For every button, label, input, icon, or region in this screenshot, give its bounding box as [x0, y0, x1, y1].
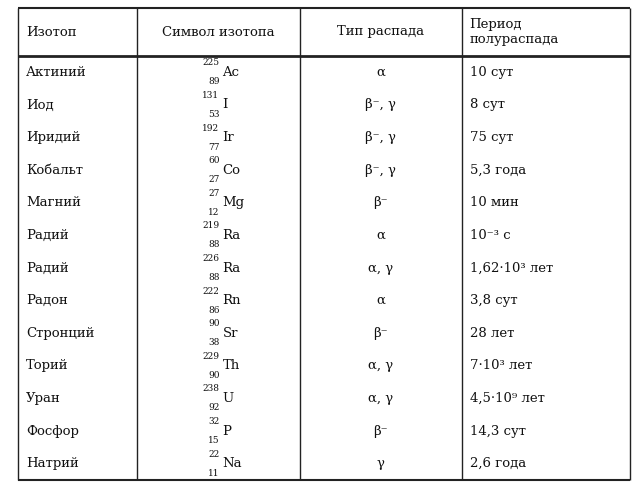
Text: 10 сут: 10 сут: [470, 66, 513, 79]
Text: 131: 131: [202, 91, 220, 100]
Text: Радий: Радий: [26, 262, 69, 274]
Text: Na: Na: [222, 457, 242, 470]
Text: Co: Co: [222, 164, 241, 177]
Text: α, γ: α, γ: [368, 262, 393, 274]
Text: 27: 27: [208, 189, 220, 198]
Text: Mg: Mg: [222, 196, 245, 209]
Text: 90: 90: [208, 371, 220, 380]
Text: 7·10³ лет: 7·10³ лет: [470, 359, 532, 372]
Text: Магний: Магний: [26, 196, 81, 209]
Text: α: α: [376, 294, 385, 307]
Text: 11: 11: [208, 469, 220, 478]
Text: P: P: [222, 424, 231, 438]
Text: 27: 27: [208, 175, 220, 184]
Text: 226: 226: [202, 254, 220, 263]
Text: Иод: Иод: [26, 98, 54, 111]
Text: 3,8 сут: 3,8 сут: [470, 294, 517, 307]
Text: Тип распада: Тип распада: [337, 25, 424, 39]
Text: 5,3 года: 5,3 года: [470, 164, 526, 177]
Text: 192: 192: [202, 123, 220, 132]
Text: 8 сут: 8 сут: [470, 98, 505, 111]
Text: Ra: Ra: [222, 229, 241, 242]
Text: Радон: Радон: [26, 294, 68, 307]
Text: 12: 12: [208, 208, 220, 217]
Text: β⁻, γ: β⁻, γ: [365, 164, 396, 177]
Text: 1,62·10³ лет: 1,62·10³ лет: [470, 262, 553, 274]
Text: 2,6 года: 2,6 года: [470, 457, 526, 470]
Text: 238: 238: [202, 385, 220, 393]
Text: α, γ: α, γ: [368, 392, 393, 405]
Text: γ: γ: [377, 457, 385, 470]
Text: 75 сут: 75 сут: [470, 131, 513, 144]
Text: 89: 89: [208, 77, 220, 86]
Text: Уран: Уран: [26, 392, 61, 405]
Text: Торий: Торий: [26, 359, 69, 372]
Text: β⁻: β⁻: [373, 327, 388, 340]
Text: β⁻: β⁻: [373, 424, 388, 438]
Text: Актиний: Актиний: [26, 66, 87, 79]
Text: 14,3 сут: 14,3 сут: [470, 424, 526, 438]
Text: α: α: [376, 66, 385, 79]
Text: Изотоп: Изотоп: [26, 25, 76, 39]
Text: 60: 60: [208, 156, 220, 165]
Text: 86: 86: [208, 306, 220, 315]
Text: 53: 53: [208, 110, 220, 119]
Text: Th: Th: [222, 359, 239, 372]
Text: Натрий: Натрий: [26, 457, 79, 470]
Text: 88: 88: [208, 273, 220, 282]
Text: 10⁻³ с: 10⁻³ с: [470, 229, 510, 242]
Text: β⁻, γ: β⁻, γ: [365, 98, 396, 111]
Text: 77: 77: [208, 143, 220, 151]
Text: Период
полураспада: Период полураспада: [470, 18, 559, 46]
Text: 222: 222: [203, 287, 220, 295]
Text: 38: 38: [208, 338, 220, 347]
Text: 28 лет: 28 лет: [470, 327, 514, 340]
Text: 92: 92: [208, 403, 220, 413]
Text: Фосфор: Фосфор: [26, 424, 79, 438]
Text: 90: 90: [208, 319, 220, 328]
Text: 15: 15: [208, 436, 220, 445]
Text: Sr: Sr: [222, 327, 238, 340]
Text: Стронций: Стронций: [26, 327, 94, 340]
Text: 229: 229: [202, 352, 220, 361]
Text: I: I: [222, 98, 228, 111]
Text: Иридий: Иридий: [26, 131, 80, 144]
Text: 10 мин: 10 мин: [470, 196, 519, 209]
Text: Ir: Ir: [222, 131, 234, 144]
Text: β⁻, γ: β⁻, γ: [365, 131, 396, 144]
Text: Ra: Ra: [222, 262, 241, 274]
Text: α: α: [376, 229, 385, 242]
Text: Символ изотопа: Символ изотопа: [162, 25, 275, 39]
Text: 88: 88: [208, 241, 220, 249]
Text: 219: 219: [202, 221, 220, 230]
Text: 22: 22: [208, 450, 220, 459]
Text: 225: 225: [202, 58, 220, 67]
Text: Rn: Rn: [222, 294, 241, 307]
Text: 32: 32: [208, 417, 220, 426]
Text: U: U: [222, 392, 234, 405]
Text: Кобальт: Кобальт: [26, 164, 83, 177]
Text: Радий: Радий: [26, 229, 69, 242]
Text: β⁻: β⁻: [373, 196, 388, 209]
Text: α, γ: α, γ: [368, 359, 393, 372]
Text: Ac: Ac: [222, 66, 239, 79]
Text: 4,5·10⁹ лет: 4,5·10⁹ лет: [470, 392, 544, 405]
